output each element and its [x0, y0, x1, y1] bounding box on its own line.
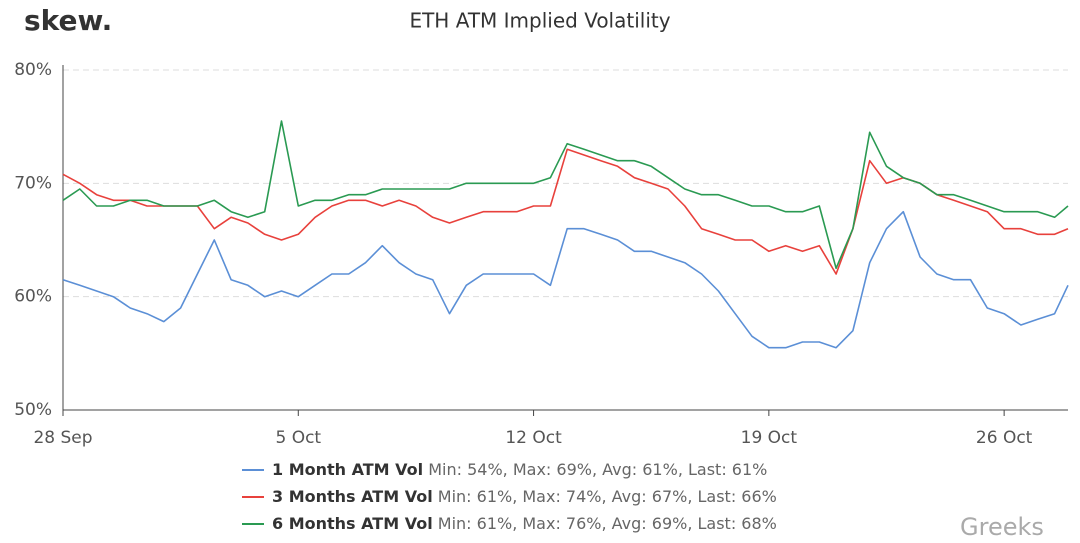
- legend-entry: 1 Month ATM Vol Min: 54%, Max: 69%, Avg:…: [272, 460, 767, 479]
- y-tick-label: 50%: [14, 400, 52, 420]
- x-tick-label: 28 Sep: [33, 428, 92, 448]
- x-tick-label: 26 Oct: [976, 428, 1033, 448]
- legend-stats: Min: 61%, Max: 74%, Avg: 67%, Last: 66%: [438, 487, 777, 506]
- series-line: [62, 148, 1069, 275]
- y-tick-label: 70%: [14, 173, 52, 193]
- x-tick-label: 19 Oct: [741, 428, 798, 448]
- series-line: [62, 120, 1069, 270]
- x-tick-label: 5 Oct: [275, 428, 321, 448]
- y-tick-label: 80%: [14, 60, 52, 80]
- watermark: Greeks: [960, 513, 1044, 541]
- legend-name: 1 Month ATM Vol: [272, 460, 423, 479]
- legend-stats: Min: 61%, Max: 76%, Avg: 69%, Last: 68%: [438, 514, 777, 533]
- legend-stats: Min: 54%, Max: 69%, Avg: 61%, Last: 61%: [428, 460, 767, 479]
- y-tick-label: 60%: [14, 287, 52, 307]
- logo: skew.: [24, 4, 112, 37]
- chart-title: ETH ATM Implied Volatility: [409, 9, 670, 33]
- x-tick-label: 12 Oct: [505, 428, 562, 448]
- series-line: [62, 210, 1069, 349]
- legend-entry: 6 Months ATM Vol Min: 61%, Max: 76%, Avg…: [272, 514, 777, 533]
- legend-entry: 3 Months ATM Vol Min: 61%, Max: 74%, Avg…: [272, 487, 777, 506]
- legend-name: 3 Months ATM Vol: [272, 487, 433, 506]
- legend-name: 6 Months ATM Vol: [272, 514, 433, 533]
